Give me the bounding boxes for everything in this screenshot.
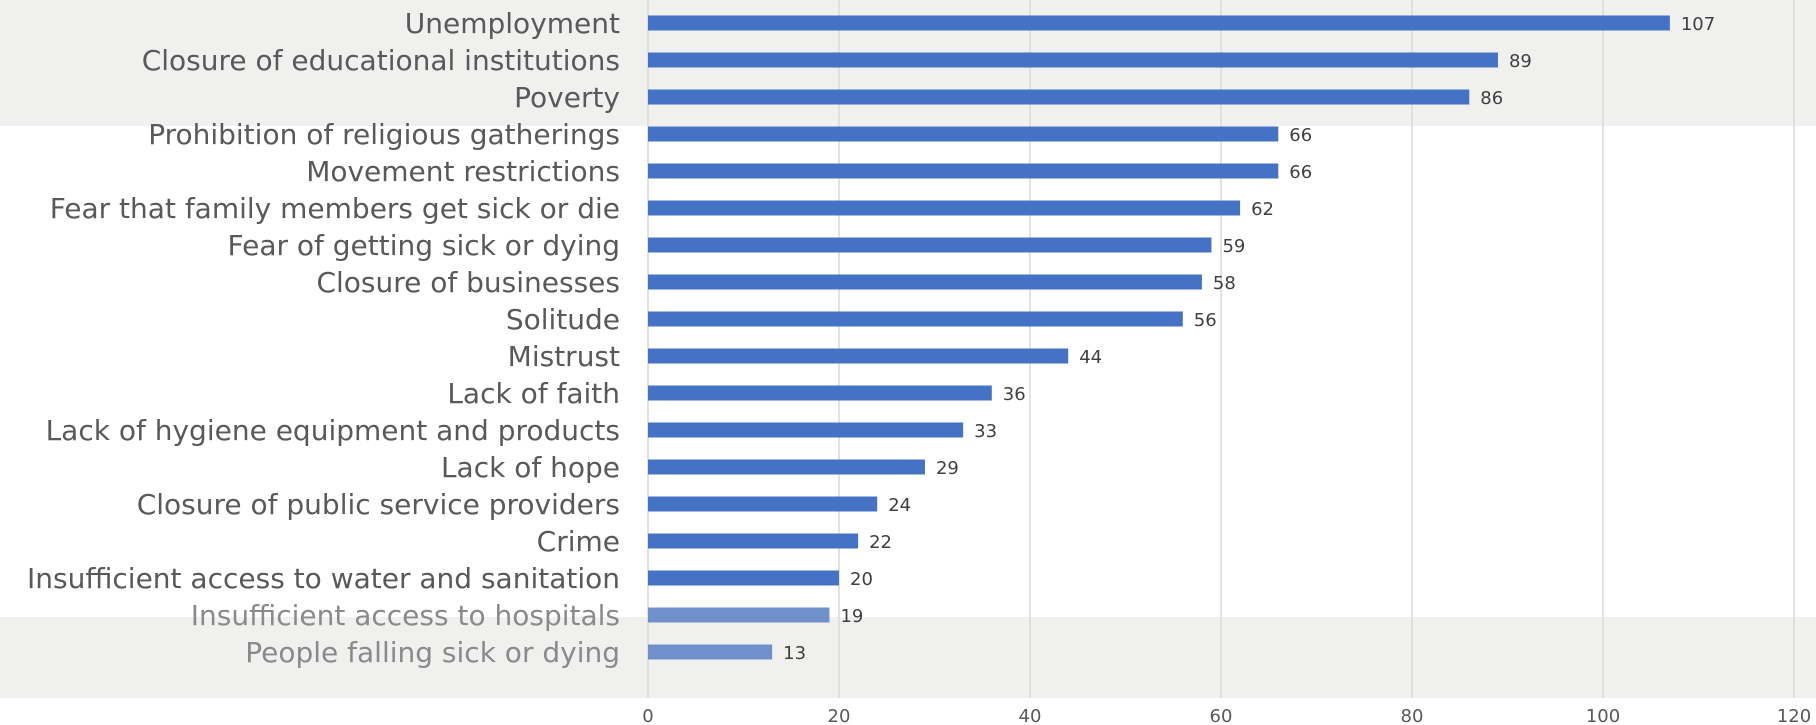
category-label: Lack of faith (447, 377, 620, 410)
category-label: Closure of educational institutions (142, 44, 620, 77)
category-label: Movement restrictions (306, 155, 620, 188)
data-label: 66 (1289, 125, 1312, 146)
data-label: 89 (1509, 51, 1532, 72)
category-label-layer: Unemployment Closure of educational insti… (27, 7, 620, 669)
bar (648, 533, 859, 549)
data-label: 44 (1079, 347, 1102, 368)
data-label: 20 (850, 569, 873, 590)
data-label: 66 (1289, 162, 1312, 183)
data-label: 56 (1194, 310, 1217, 331)
category-label: Prohibition of religious gatherings (148, 118, 620, 151)
bar (648, 52, 1498, 68)
bar (648, 348, 1069, 364)
bar (648, 422, 964, 438)
category-label: Poverty (514, 81, 620, 114)
category-label: Lack of hope (441, 451, 620, 484)
bar (648, 126, 1279, 142)
bar (648, 607, 830, 623)
bar (648, 459, 925, 475)
category-label: Fear that family members get sick or die (50, 192, 620, 225)
category-label: Fear of getting sick or dying (228, 229, 620, 262)
data-label: 86 (1480, 88, 1503, 109)
data-label: 59 (1222, 236, 1245, 257)
data-label: 107 (1681, 14, 1715, 35)
category-label: Insufficient access to hospitals (191, 599, 620, 632)
category-label: Closure of public service providers (137, 488, 620, 521)
bar (648, 644, 773, 660)
bar (648, 496, 878, 512)
value-label-layer: 107 89 86 66 66 62 59 58 56 44 36 33 29 24 22 20 19 13 (783, 14, 1715, 664)
data-label: 58 (1213, 273, 1236, 294)
x-axis-tick-layer: 0 20 40 60 80 100 120 (642, 706, 1811, 725)
x-tick-label: 20 (828, 706, 851, 725)
x-tick-label: 120 (1777, 706, 1811, 725)
bar (648, 200, 1241, 216)
bar (648, 89, 1470, 105)
category-label: Crime (537, 525, 620, 558)
bar (648, 15, 1670, 31)
bar (648, 311, 1183, 327)
x-tick-label: 40 (1019, 706, 1042, 725)
data-label: 29 (936, 458, 959, 479)
data-label: 33 (974, 421, 997, 442)
bar (648, 570, 839, 586)
category-label: Unemployment (405, 7, 620, 40)
data-label: 13 (783, 643, 806, 664)
bar (648, 163, 1279, 179)
category-label: Lack of hygiene equipment and products (46, 414, 620, 447)
category-label: Mistrust (508, 340, 620, 373)
bar (648, 385, 992, 401)
bar (648, 274, 1202, 290)
x-tick-label: 100 (1586, 706, 1620, 725)
data-label: 36 (1003, 384, 1026, 405)
data-label: 24 (888, 495, 911, 516)
bar-layer (648, 15, 1670, 660)
highlight-band-bottom (0, 617, 1816, 698)
bar (648, 237, 1212, 253)
data-label: 22 (869, 532, 892, 553)
x-tick-label: 80 (1401, 706, 1424, 725)
category-label: Insufficient access to water and sanitat… (27, 562, 620, 595)
category-label: People falling sick or dying (245, 636, 620, 669)
data-label: 19 (840, 606, 863, 627)
data-label: 62 (1251, 199, 1274, 220)
category-label: Closure of businesses (316, 266, 620, 299)
x-tick-label: 0 (642, 706, 653, 725)
x-tick-label: 60 (1210, 706, 1233, 725)
category-label: Solitude (506, 303, 620, 336)
